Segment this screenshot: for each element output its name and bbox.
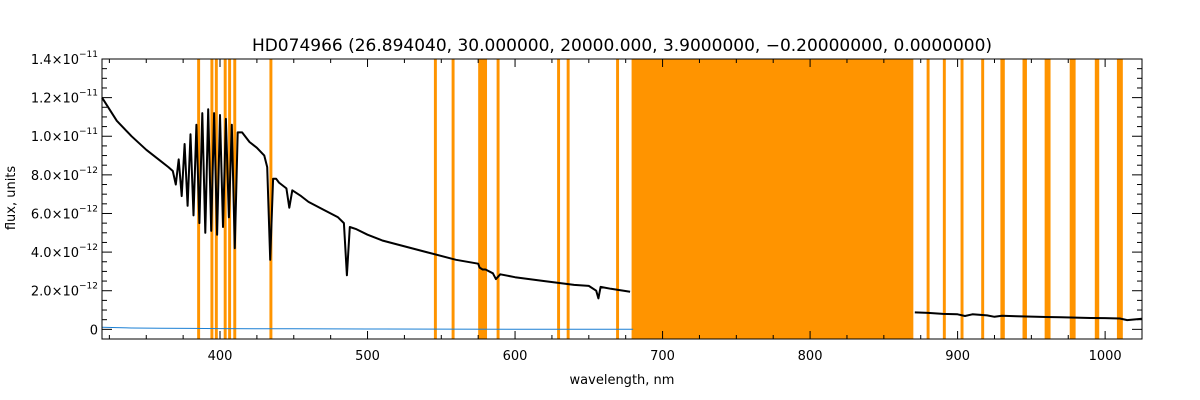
x-axis-ticks: 400 500 600 700 800 900 1000 <box>108 59 1143 364</box>
axes-frame <box>101 58 1143 340</box>
masked-region-17 <box>960 59 964 339</box>
masked-region-15 <box>926 59 930 339</box>
masked-region-7 <box>433 59 437 339</box>
x-tick-label: 600 <box>503 349 528 364</box>
masked-regions <box>197 59 1123 339</box>
flux-series <box>101 97 1143 322</box>
y-tick-label: 1.2×10−11 <box>31 89 98 107</box>
x-tick-label: 500 <box>355 349 380 364</box>
y-tick-label: 1.0×10−11 <box>31 127 98 145</box>
x-axis-label: wavelength, nm <box>570 373 675 388</box>
flux-line-segment-1 <box>914 311 1143 322</box>
x-tick-label: 700 <box>650 349 675 364</box>
masked-region-3 <box>223 59 227 339</box>
masked-region-23 <box>1094 59 1100 339</box>
masked-region-19 <box>1000 59 1005 339</box>
y-tick-label: 8.0×10−12 <box>31 166 98 184</box>
masked-region-13 <box>616 59 620 339</box>
masked-region-14 <box>631 59 914 339</box>
masked-region-12 <box>566 59 570 339</box>
y-axis-label: flux, units <box>4 166 19 231</box>
y-tick-label: 4.0×10−12 <box>31 243 98 261</box>
masked-region-9 <box>478 59 488 339</box>
masked-region-10 <box>496 59 500 339</box>
masked-region-8 <box>451 59 455 339</box>
masked-region-11 <box>557 59 561 339</box>
masked-region-24 <box>1116 59 1123 339</box>
masked-region-18 <box>981 59 985 339</box>
y-tick-label: 2.0×10−12 <box>31 282 98 300</box>
masked-region-6 <box>269 59 273 339</box>
chart-title: HD074966 (26.894040, 30.000000, 20000.00… <box>252 36 992 56</box>
y-tick-label: 1.4×10−11 <box>31 50 98 68</box>
x-tick-label: 900 <box>945 349 970 364</box>
masked-region-16 <box>942 59 946 339</box>
masked-region-5 <box>233 59 237 339</box>
y-tick-label: 6.0×10−12 <box>31 204 98 222</box>
x-tick-label: 400 <box>208 349 233 364</box>
y-axis-ticks: 0 2.0×10−12 4.0×10−12 6.0×10−12 8.0×10−12 1.0… <box>31 50 1142 338</box>
plot-frame <box>101 58 1143 340</box>
masked-region-20 <box>1022 59 1027 339</box>
masked-region-21 <box>1044 59 1051 339</box>
x-tick-label: 800 <box>798 349 823 364</box>
flux-line-segment-0 <box>101 97 631 300</box>
error-line <box>101 326 634 330</box>
x-tick-label: 1000 <box>1089 349 1122 364</box>
masked-region-22 <box>1069 59 1076 339</box>
y-tick-label: 0 <box>90 323 98 338</box>
error-series <box>101 326 634 330</box>
